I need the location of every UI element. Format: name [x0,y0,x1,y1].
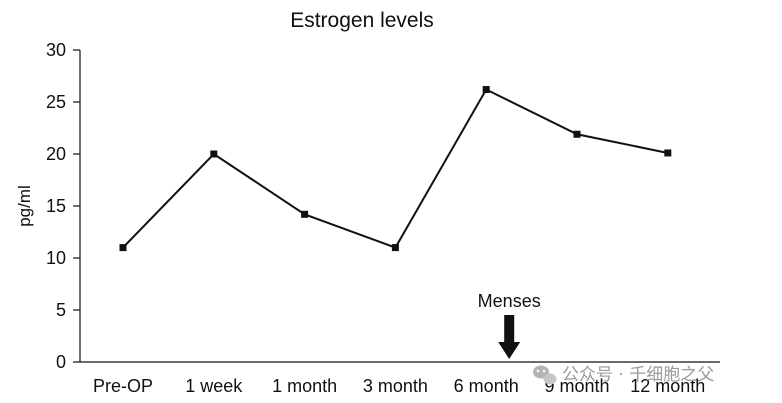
menses-annotation-label: Menses [478,291,541,311]
watermark-text: 公众号 · 千细胞之父 [562,365,714,385]
wechat-icon [533,365,557,385]
x-tick-label-3-month: 3 month [363,376,428,396]
x-tick-label-pre-op: Pre-OP [93,376,153,396]
x-tick-label-6-month: 6 month [454,376,519,396]
y-tick-label-30: 30 [46,40,66,60]
data-point-9-month [573,130,581,138]
x-tick-label-12-month: 12 month [630,376,705,396]
y-tick-label-0: 0 [56,352,66,372]
data-point-1-month [301,210,309,218]
data-point-6-month [482,86,490,94]
y-tick-label-25: 25 [46,92,66,112]
data-point-pre-op [119,244,127,252]
y-tick-label-10: 10 [46,248,66,268]
y-axis-label: pg/ml [15,185,34,227]
data-point-3-month [391,244,399,252]
x-tick-label-9-month: 9 month [544,376,609,396]
y-tick-label-15: 15 [46,196,66,216]
plot-area: 0 5 10 15 20 25 30 Pre-OP 1 week 1 month 3 month 6 … [46,40,720,396]
annotation-group: Menses [478,291,541,359]
y-tick-label-20: 20 [46,144,66,164]
data-point-1-week [210,150,218,158]
chart-title: Estrogen levels [290,9,434,32]
y-tick-label-5: 5 [56,300,66,320]
x-tick-label-1-week: 1 week [185,376,243,396]
watermark: 公众号 · 千细胞之父 [533,365,714,385]
series-line-0 [122,88,669,249]
x-tick-label-1-month: 1 month [272,376,337,396]
data-point-12-month [664,149,672,157]
down-arrow-icon [498,315,521,359]
